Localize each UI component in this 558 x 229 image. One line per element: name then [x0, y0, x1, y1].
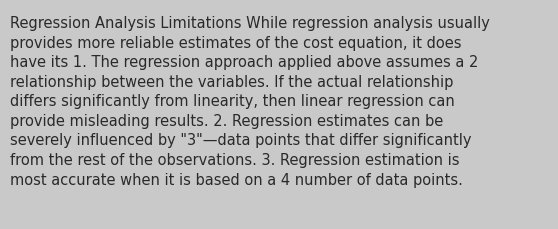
- Text: Regression Analysis Limitations While regression analysis usually
provides more : Regression Analysis Limitations While re…: [10, 16, 490, 187]
